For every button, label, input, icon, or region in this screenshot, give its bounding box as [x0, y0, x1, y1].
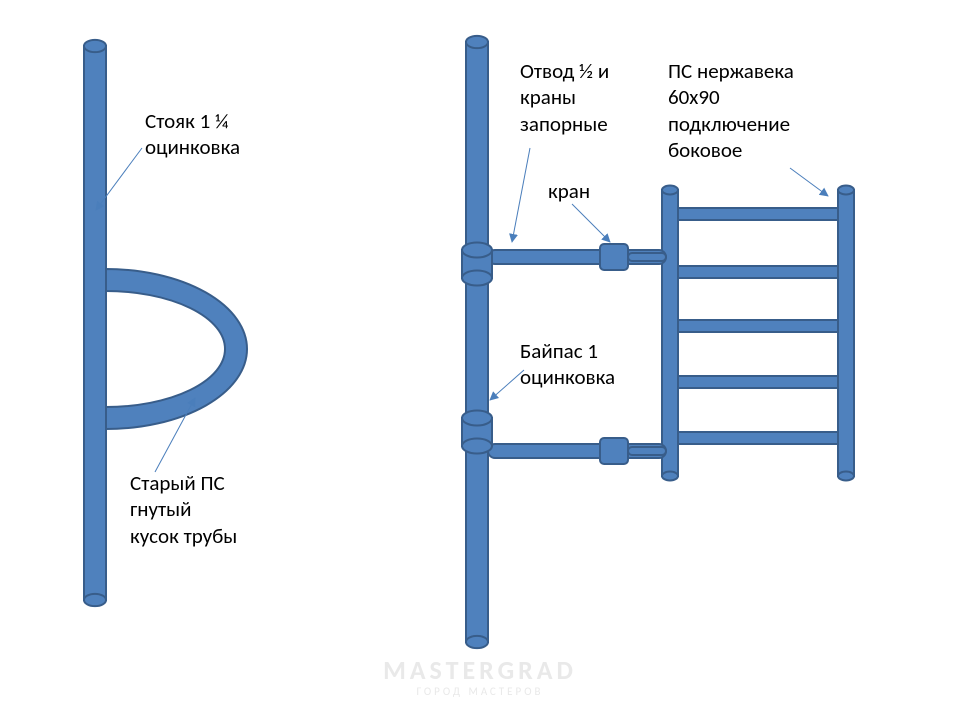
old-towel-rail-curve [106, 269, 247, 429]
label-riser: Стояк 1 ¼ оцинковка [145, 108, 240, 161]
riser-coupling-0 [462, 243, 492, 286]
rail-rung-4 [670, 432, 846, 444]
valve-1 [600, 438, 628, 464]
callout-arrow-4 [490, 370, 524, 400]
rail-rung-3 [670, 376, 846, 388]
label-otvod: Отвод ½ и краны запорные [520, 58, 609, 137]
callout-arrow-3 [572, 204, 610, 242]
rail-post-right [838, 186, 854, 481]
callout-arrow-2 [512, 148, 530, 242]
label-old-ps: Старый ПС гнутый кусок трубы [130, 470, 237, 549]
label-kran: кран [548, 178, 590, 204]
valve-0 [600, 244, 628, 270]
label-bypass: Байпас 1 оцинковка [520, 338, 615, 391]
riser-coupling-1 [462, 411, 492, 454]
stub-1 [628, 447, 666, 455]
rail-rung-0 [670, 208, 846, 220]
rail-post-left [662, 186, 678, 481]
rail-rung-1 [670, 266, 846, 278]
left-riser-pipe [84, 40, 106, 606]
right-riser-pipe [466, 36, 488, 648]
label-ps: ПС нержавека 60х90 подключение боковое [668, 58, 794, 163]
callout-arrow-5 [790, 168, 828, 196]
rail-rung-2 [670, 320, 846, 332]
stub-0 [628, 253, 666, 261]
